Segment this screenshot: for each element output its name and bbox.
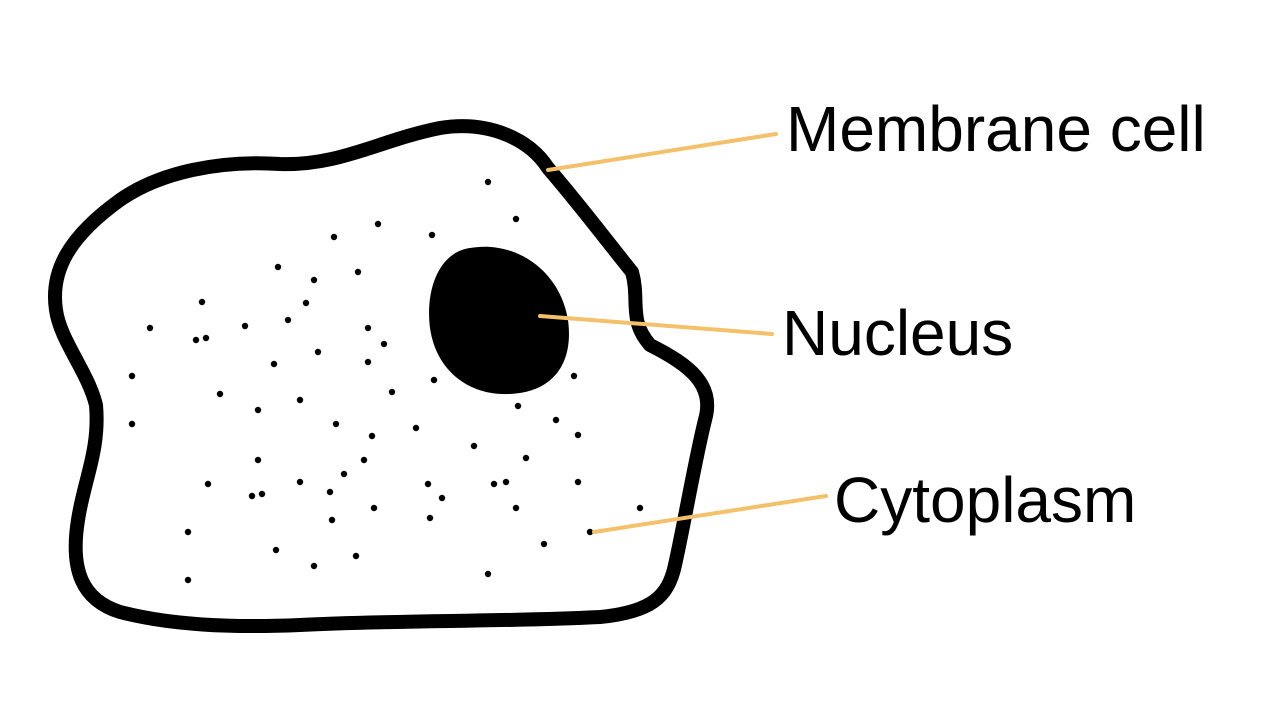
- cytoplasm-leader-line: [592, 494, 828, 534]
- nucleus-shape: [429, 246, 569, 395]
- nucleus-label: Nucleus: [782, 297, 1013, 369]
- membrane-leader-line: [546, 132, 778, 172]
- membrane-label: Membrane cell: [786, 93, 1206, 165]
- nucleus-leader-line: [538, 314, 774, 336]
- cell-membrane-outline: [48, 119, 715, 634]
- cytoplasm-granules: [128, 178, 644, 584]
- cytoplasm-label: Cytoplasm: [834, 464, 1136, 536]
